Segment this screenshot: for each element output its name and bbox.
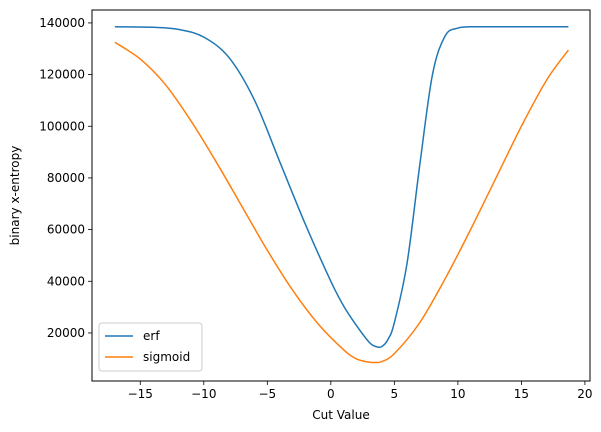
x-tick-label: 10 bbox=[450, 387, 465, 401]
y-tick-label: 140000 bbox=[39, 16, 85, 30]
y-axis-label: binary x-entropy bbox=[8, 146, 22, 246]
y-tick-label: 40000 bbox=[47, 274, 85, 288]
x-axis-ticks: −15 −10 −5 0 5 10 15 20 bbox=[128, 381, 593, 401]
legend-box bbox=[98, 322, 203, 372]
series-line-erf bbox=[114, 25, 569, 349]
y-axis-ticks: 20000 40000 60000 80000 100000 120000 140000 bbox=[39, 16, 92, 340]
y-tick-label: 60000 bbox=[47, 223, 85, 237]
plot-lines bbox=[114, 25, 570, 364]
plot-frame bbox=[91, 9, 591, 382]
legend-label-erf: erf bbox=[143, 329, 160, 343]
y-tick-label: 100000 bbox=[39, 119, 85, 133]
series-line-sigmoid bbox=[114, 41, 570, 364]
y-tick-label: 20000 bbox=[47, 326, 85, 340]
x-tick-label: −5 bbox=[258, 387, 276, 401]
x-tick-label: 15 bbox=[514, 387, 529, 401]
x-tick-label: 20 bbox=[577, 387, 592, 401]
x-tick-label: −10 bbox=[191, 387, 216, 401]
y-tick-label: 80000 bbox=[47, 171, 85, 185]
y-tick-label: 120000 bbox=[39, 68, 85, 82]
legend-label-sigmoid: sigmoid bbox=[143, 350, 190, 364]
x-tick-label: −15 bbox=[128, 387, 153, 401]
x-tick-label: 0 bbox=[327, 387, 335, 401]
x-axis-label: Cut Value bbox=[312, 408, 369, 422]
x-tick-label: 5 bbox=[391, 387, 399, 401]
legend: erf sigmoid bbox=[98, 322, 203, 372]
